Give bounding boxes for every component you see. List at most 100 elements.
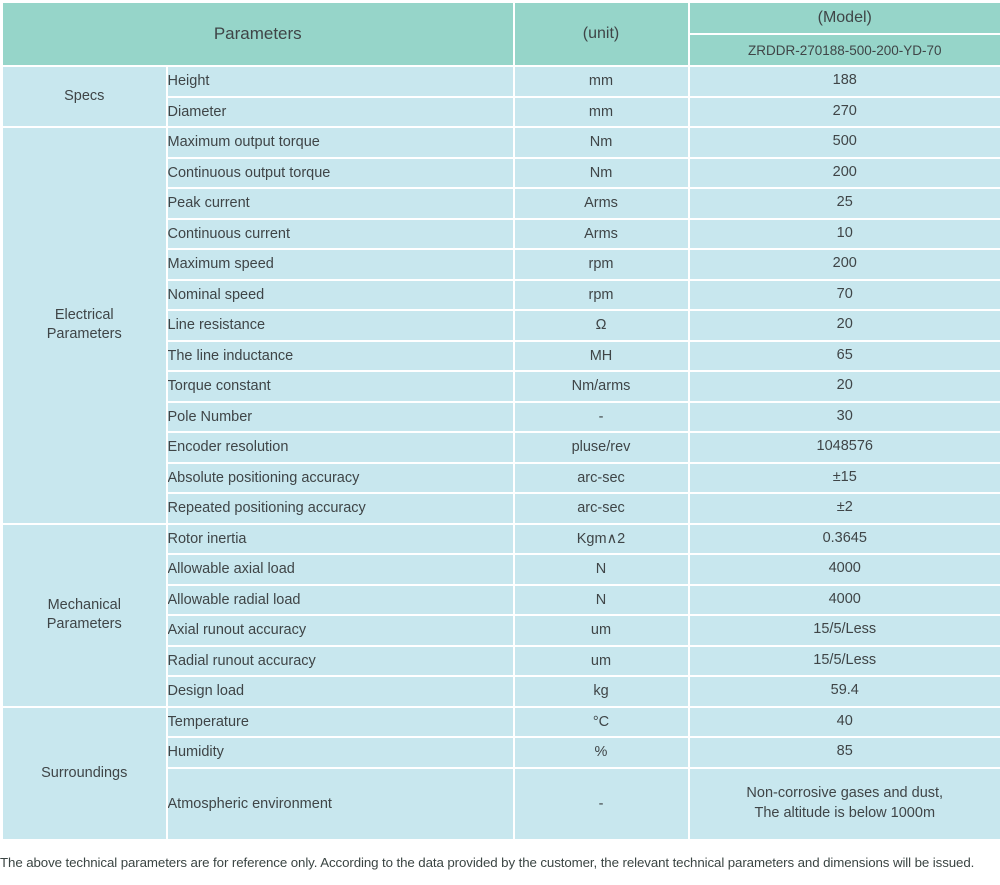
param-unit: Kgm∧2 [512,522,690,555]
param-value: 70 [687,278,1000,311]
param-value: 85 [687,736,1000,769]
param-unit: rpm [512,278,690,311]
param-unit: MH [512,339,690,372]
section-category-specs: Specs [0,65,168,128]
param-name: Absolute positioning accuracy [165,461,515,494]
table-header: Parameters (unit) (Model) ZRDDR-270188-5… [0,0,1000,67]
param-value: 1048576 [687,431,1000,464]
param-unit: Arms [512,187,690,220]
param-name: Radial runout accuracy [165,644,515,677]
param-name: Humidity [165,736,515,769]
header-parameters: Parameters [0,0,515,67]
table-row: Radial runout accuracy um 15/5/Less [2,644,1000,677]
param-unit: Ω [512,309,690,342]
param-name: Temperature [165,705,515,738]
param-name: Maximum speed [165,248,515,281]
param-value: 10 [687,217,1000,250]
section-category-electrical: Electrical Parameters [0,126,168,525]
param-value: 25 [687,187,1000,220]
param-unit: Nm [512,126,690,159]
param-value: 15/5/Less [687,614,1000,647]
param-value: 20 [687,370,1000,403]
param-unit: N [512,553,690,586]
param-name: Pole Number [165,400,515,433]
table-row: Repeated positioning accuracy arc-sec ±2 [2,492,1000,525]
param-unit: arc-sec [512,492,690,525]
param-name: Design load [165,675,515,708]
param-unit: um [512,644,690,677]
param-value: 4000 [687,583,1000,616]
table-row: Line resistance Ω 20 [2,309,1000,342]
footnote: The above technical parameters are for r… [0,854,975,870]
param-name: Allowable radial load [165,583,515,616]
param-unit: um [512,614,690,647]
param-name: Encoder resolution [165,431,515,464]
table-row: Surroundings Temperature °C 40 [0,705,1000,841]
table-row: The line inductance MH 65 [2,339,1000,372]
param-value: 4000 [687,553,1000,586]
param-value: 270 [687,95,1000,128]
param-name: Continuous output torque [165,156,515,189]
table-row: Humidity % 85 [2,736,1000,769]
param-unit: Nm/arms [512,370,690,403]
param-value: 15/5/Less [687,644,1000,677]
param-value: Non-corrosive gases and dust, The altitu… [687,766,1000,841]
table-row: Electrical Parameters Maximum output tor… [0,126,1000,525]
section-category-mechanical: Mechanical Parameters [0,522,168,708]
param-name: Atmospheric environment [165,766,515,841]
param-value: 65 [687,339,1000,372]
table-row: Torque constant Nm/arms 20 [2,370,1000,403]
param-value: 188 [687,65,1000,98]
table-row: Atmospheric environment - Non-corrosive … [2,766,1000,841]
param-value: 40 [687,705,1000,738]
param-name: Maximum output torque [165,126,515,159]
header-model: (Model) [687,0,1000,35]
param-name: Axial runout accuracy [165,614,515,647]
param-unit: Nm [512,156,690,189]
param-unit: kg [512,675,690,708]
param-name: Torque constant [165,370,515,403]
param-unit: mm [512,65,690,98]
param-unit: mm [512,95,690,128]
param-unit: % [512,736,690,769]
param-name: Diameter [165,95,515,128]
param-value: 20 [687,309,1000,342]
param-unit: rpm [512,248,690,281]
param-value: 30 [687,400,1000,433]
param-name: Nominal speed [165,278,515,311]
table-row: Peak current Arms 25 [2,187,1000,220]
table-row: Continuous current Arms 10 [2,217,1000,250]
param-unit: arc-sec [512,461,690,494]
param-value: 200 [687,156,1000,189]
param-name: Allowable axial load [165,553,515,586]
param-unit: - [512,766,690,841]
param-unit: - [512,400,690,433]
param-value: 500 [687,126,1000,159]
table-row: Continuous output torque Nm 200 [2,156,1000,189]
param-name: Height [165,65,515,98]
model-number: ZRDDR-270188-500-200-YD-70 [687,33,1000,67]
table-body: Specs Height mm 188 Diameter mm 270 Elec… [0,65,1000,841]
param-value: 0.3645 [687,522,1000,555]
table-row: Encoder resolution pluse/rev 1048576 [2,431,1000,464]
table-row: Maximum speed rpm 200 [2,248,1000,281]
param-value: ±2 [687,492,1000,525]
param-name: Line resistance [165,309,515,342]
header-row-2: ZRDDR-270188-500-200-YD-70 [2,33,1000,67]
param-value: 200 [687,248,1000,281]
param-unit: °C [512,705,690,738]
param-name: Peak current [165,187,515,220]
table-row: Design load kg 59.4 [2,675,1000,708]
table-row: Pole Number - 30 [2,400,1000,433]
header-row-1: Parameters (unit) (Model) [0,0,1000,67]
section-category-surroundings: Surroundings [0,705,168,841]
table-row: Mechanical Parameters Rotor inertia Kgm∧… [0,522,1000,708]
param-unit: pluse/rev [512,431,690,464]
motor-parameters-table: Parameters (unit) (Model) ZRDDR-270188-5… [0,0,1000,842]
param-name: Rotor inertia [165,522,515,555]
param-value: 59.4 [687,675,1000,708]
param-unit: Arms [512,217,690,250]
table-row: Diameter mm 270 [2,95,1000,128]
param-name: Continuous current [165,217,515,250]
